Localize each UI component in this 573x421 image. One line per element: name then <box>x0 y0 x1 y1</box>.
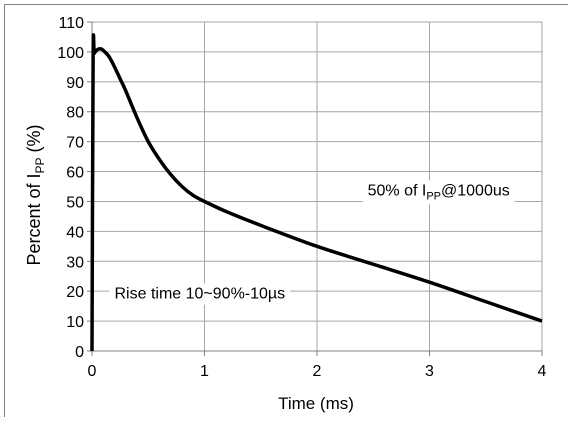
annotation-background <box>109 283 291 305</box>
y-axis-label-suffix: (%) <box>24 124 44 157</box>
y-tick-label: 10 <box>66 314 84 331</box>
y-tick-labels: 0 10 20 30 40 50 60 70 80 90 100 110 <box>57 15 84 361</box>
x-tick-label: 3 <box>425 363 434 380</box>
y-axis-label-sub: PP <box>33 157 47 173</box>
y-axis-label-main: Percent of I <box>24 173 44 265</box>
y-tick-label: 80 <box>66 105 84 122</box>
series-group <box>90 33 543 352</box>
annotation-label: 50% of IPP@1000us <box>368 182 510 202</box>
y-tick-label: 20 <box>66 284 84 301</box>
x-axis-label: Time (ms) <box>278 394 354 413</box>
y-tick-label: 90 <box>66 75 84 92</box>
y-tick-label: 30 <box>66 254 84 271</box>
y-tick-label: 0 <box>75 344 84 361</box>
x-tick-label: 0 <box>88 363 97 380</box>
y-tick-label: 70 <box>66 135 84 152</box>
y-tick-label: 40 <box>66 224 84 241</box>
y-tick-label: 100 <box>57 45 84 62</box>
x-tick-label: 1 <box>200 363 209 380</box>
annotation-background <box>362 180 515 205</box>
y-tick-label: 60 <box>66 165 84 182</box>
chart-frame <box>4 4 568 417</box>
annotation-label: Rise time 10~90%-10µs <box>115 286 286 303</box>
y-tick-label: 110 <box>58 15 84 32</box>
x-tick-label: 2 <box>313 363 322 380</box>
x-tick-label: 4 <box>538 363 547 380</box>
series-line <box>90 33 543 352</box>
y-axis-label: Percent of IPP (%) <box>24 124 47 265</box>
y-tick-label: 50 <box>66 194 84 211</box>
x-tick-labels: 0 1 2 3 4 <box>88 363 547 380</box>
annotations: 50% of IPP@1000us Rise time 10~90%-10µs <box>109 180 515 305</box>
